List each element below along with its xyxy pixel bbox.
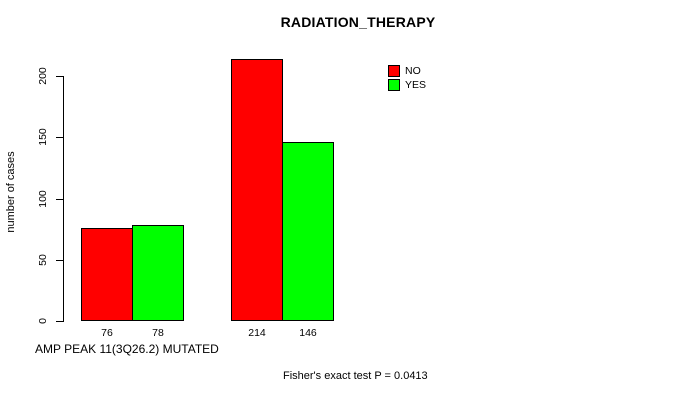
- chart-title: RADIATION_THERAPY: [280, 14, 436, 30]
- fisher-test-annotation: Fisher's exact test P = 0.0413: [283, 370, 428, 382]
- y-tick: [56, 259, 63, 261]
- y-tick: [56, 198, 63, 200]
- y-axis-line: [63, 76, 64, 322]
- legend: NO YES: [388, 64, 426, 92]
- legend-swatch-yes: [388, 79, 400, 91]
- bar-yes-group1: [132, 225, 184, 321]
- bar-value-label: 78: [152, 327, 164, 339]
- bar-no-group1: [81, 228, 133, 321]
- y-tick-label: 50: [37, 253, 49, 266]
- bar-value-label: 146: [299, 327, 317, 339]
- legend-label-no: NO: [405, 65, 421, 77]
- y-tick-label: 0: [37, 318, 49, 324]
- bar-no-group2: [231, 59, 283, 321]
- bar-yes-group2: [282, 142, 334, 321]
- legend-label-yes: YES: [405, 79, 427, 91]
- x-axis-label: AMP PEAK 11(3Q26.2) MUTATED: [35, 342, 219, 356]
- legend-item-no: NO: [388, 64, 426, 78]
- bar-value-label: 214: [248, 327, 266, 339]
- legend-swatch-no: [388, 65, 400, 77]
- y-tick: [56, 137, 63, 139]
- bar-value-label: 76: [101, 327, 113, 339]
- y-axis-title: number of cases: [5, 151, 17, 233]
- y-tick: [56, 76, 63, 77]
- y-tick-label: 150: [37, 128, 49, 147]
- y-tick-label: 200: [37, 67, 49, 85]
- y-tick-label: 100: [37, 189, 49, 208]
- legend-item-yes: YES: [388, 78, 426, 92]
- y-tick: [56, 321, 63, 322]
